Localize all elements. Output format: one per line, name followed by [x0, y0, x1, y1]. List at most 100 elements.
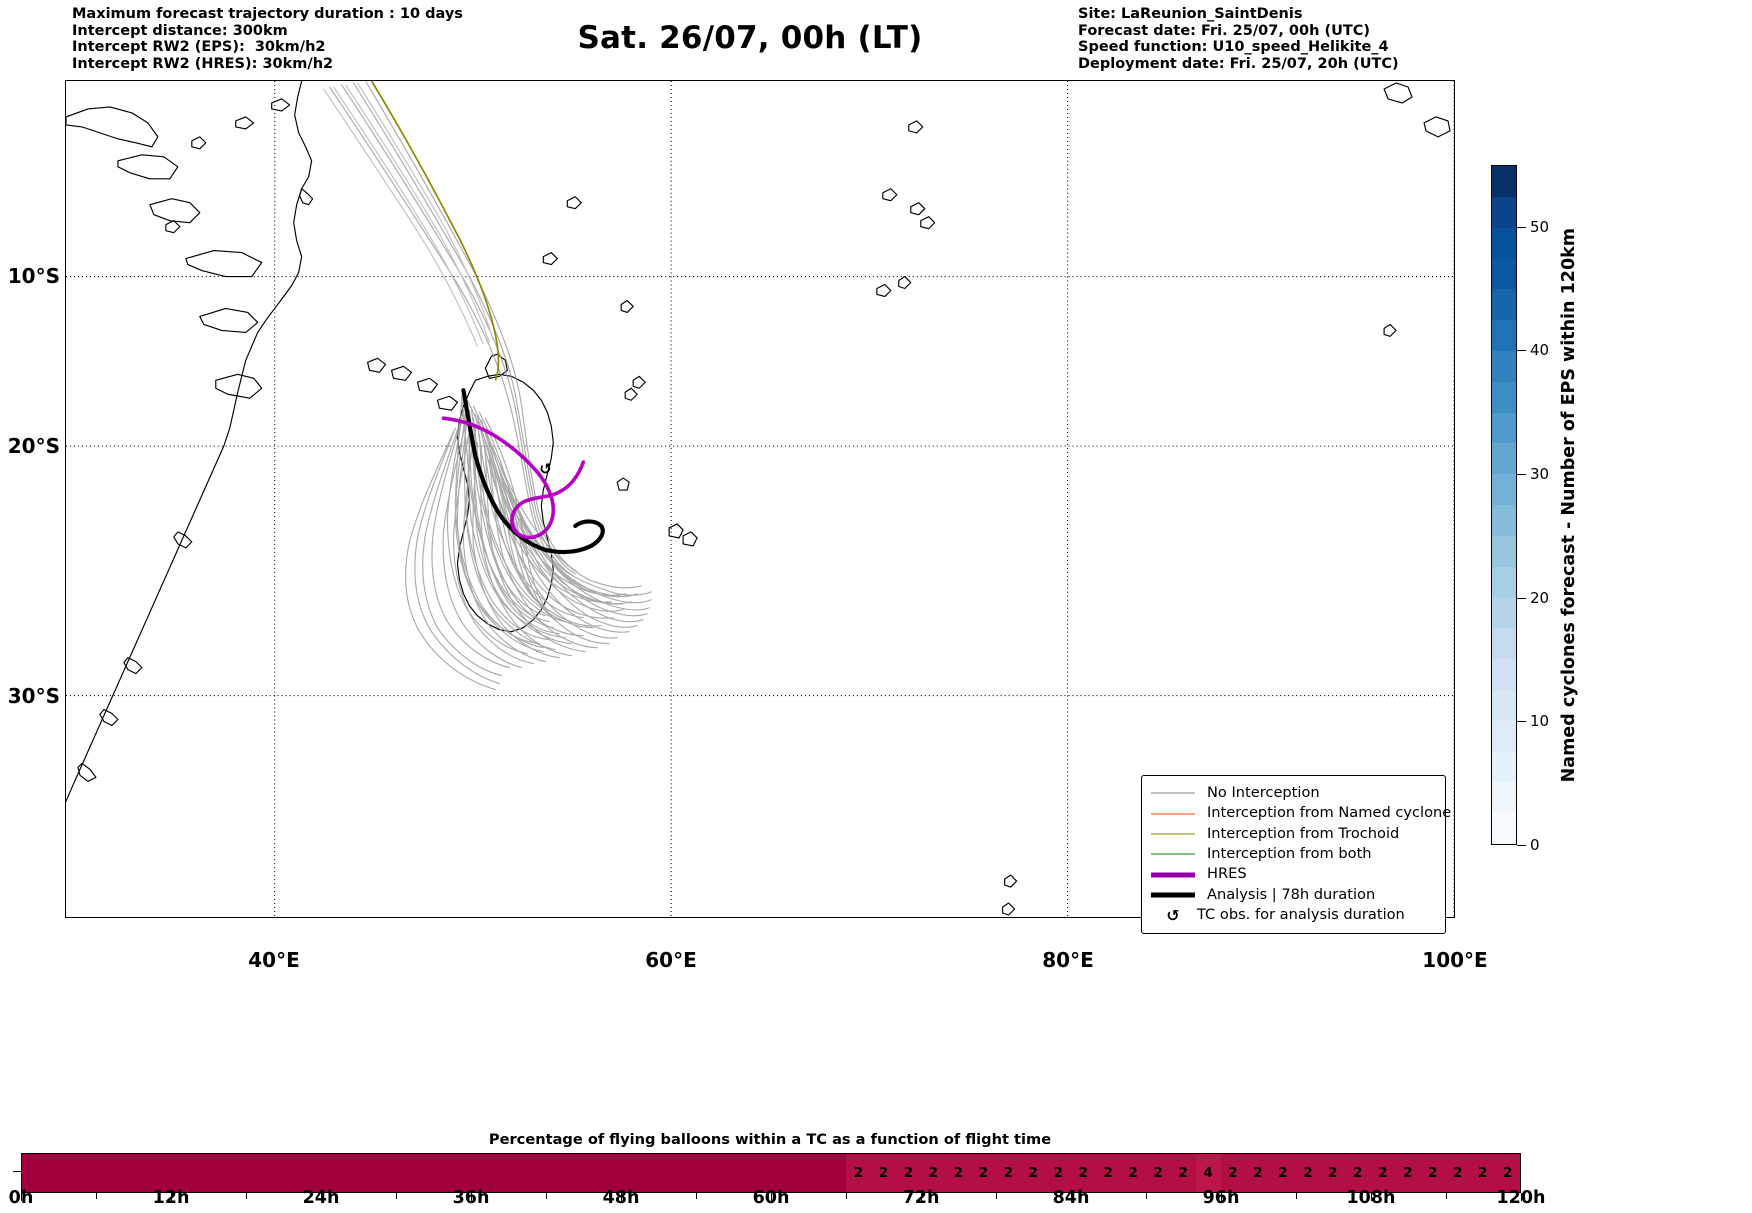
percentage-cell-70h[interactable]: 2 — [895, 1154, 921, 1192]
percentage-cell-108h[interactable]: 2 — [1370, 1154, 1396, 1192]
legend-swatch-named-cyclone — [1149, 807, 1197, 821]
legend-label-named-cyclone: Interception from Named cyclone — [1207, 804, 1452, 822]
percentage-cell-6h[interactable] — [96, 1154, 122, 1192]
percentage-minor-tick-54h — [696, 1193, 697, 1199]
legend-item-tc-obs[interactable]: ↺ TC obs. for analysis duration — [1149, 905, 1436, 925]
percentage-cell-94h[interactable]: 4 — [1195, 1154, 1221, 1192]
percentage-cell-46h[interactable] — [596, 1154, 622, 1192]
percentage-cell-76h[interactable]: 2 — [970, 1154, 996, 1192]
legend-item-analysis[interactable]: Analysis | 78h duration — [1149, 885, 1436, 905]
percentage-cell-60h[interactable] — [771, 1154, 797, 1192]
percentage-cell-68h[interactable]: 2 — [870, 1154, 896, 1192]
percentage-cell-58h[interactable] — [746, 1154, 772, 1192]
percentage-cell-34h[interactable] — [446, 1154, 472, 1192]
percentage-cell-24h[interactable] — [321, 1154, 347, 1192]
percentage-cell-16h[interactable] — [221, 1154, 247, 1192]
percentage-cell-78h[interactable]: 2 — [995, 1154, 1021, 1192]
percentage-cell-2h[interactable] — [46, 1154, 72, 1192]
percentage-cell-116h[interactable]: 2 — [1470, 1154, 1496, 1192]
legend-item-both[interactable]: Interception from both — [1149, 844, 1436, 864]
percentage-cell-96h[interactable]: 2 — [1220, 1154, 1246, 1192]
percentage-cell-20h[interactable] — [271, 1154, 297, 1192]
colorbar-band-0 — [1492, 813, 1516, 844]
percentage-cell-30h[interactable] — [396, 1154, 422, 1192]
percentage-cell-118h[interactable]: 2 — [1495, 1154, 1520, 1192]
map-legend[interactable]: No Interception Interception from Named … — [1141, 775, 1451, 934]
percentage-cell-62h[interactable] — [796, 1154, 821, 1192]
legend-swatch-analysis — [1149, 888, 1197, 902]
percentage-tick-0h — [21, 1193, 22, 1201]
percentage-cell-72h[interactable]: 2 — [920, 1154, 946, 1192]
percentage-cell-28h[interactable] — [371, 1154, 397, 1192]
percentage-cell-110h[interactable]: 2 — [1395, 1154, 1421, 1192]
percentage-cell-44h[interactable] — [571, 1154, 597, 1192]
percentage-cell-106h[interactable]: 2 — [1345, 1154, 1371, 1192]
percentage-cell-98h[interactable]: 2 — [1245, 1154, 1271, 1192]
percentage-cell-92h[interactable]: 2 — [1170, 1154, 1196, 1192]
header-left-line-2: Intercept RW2 (EPS): 30km/h2 — [72, 39, 326, 56]
percentage-cell-4h[interactable] — [71, 1154, 97, 1192]
svg-text:↺: ↺ — [539, 460, 552, 478]
percentage-tick-48h — [621, 1193, 622, 1201]
percentage-cell-102h[interactable]: 2 — [1295, 1154, 1321, 1192]
percentage-cell-100h[interactable]: 2 — [1270, 1154, 1296, 1192]
percentage-cell-26h[interactable] — [346, 1154, 372, 1192]
percentage-cell-86h[interactable]: 2 — [1095, 1154, 1121, 1192]
percentage-tick-108h — [1371, 1193, 1372, 1201]
cyclone-icon: ↺ — [1166, 905, 1180, 925]
header-right-line-2: Speed function: U10_speed_Helikite_4 — [1078, 39, 1389, 56]
colorbar-band-17 — [1492, 289, 1516, 321]
percentage-cell-64h[interactable] — [821, 1154, 846, 1192]
percentage-cell-8h[interactable] — [121, 1154, 147, 1192]
legend-item-no-interception[interactable]: No Interception — [1149, 783, 1436, 803]
percentage-cell-80h[interactable]: 2 — [1020, 1154, 1046, 1192]
legend-item-trochoid[interactable]: Interception from Trochoid — [1149, 824, 1436, 844]
percentage-cell-74h[interactable]: 2 — [945, 1154, 971, 1192]
percentage-cell-40h[interactable] — [521, 1154, 547, 1192]
map-canvas: ↺ — [66, 81, 1454, 917]
percentage-cell-10h[interactable] — [146, 1154, 172, 1192]
colorbar-band-6 — [1492, 628, 1516, 660]
percentage-cell-104h[interactable]: 2 — [1320, 1154, 1346, 1192]
legend-swatch-trochoid — [1149, 827, 1197, 841]
percentage-cell-90h[interactable]: 2 — [1145, 1154, 1171, 1192]
percentage-minor-tick-6h — [96, 1193, 97, 1199]
percentage-tick-60h — [771, 1193, 772, 1201]
percentage-cell-82h[interactable]: 2 — [1045, 1154, 1071, 1192]
percentage-strip-title: Percentage of flying balloons within a T… — [488, 1131, 1052, 1148]
percentage-cell-42h[interactable] — [546, 1154, 572, 1192]
percentage-cell-112h[interactable]: 2 — [1420, 1154, 1446, 1192]
percentage-minor-tick-90h — [1146, 1193, 1147, 1199]
colorbar-band-12 — [1492, 443, 1516, 475]
percentage-cell-22h[interactable] — [296, 1154, 322, 1192]
percentage-cell-52h[interactable] — [671, 1154, 697, 1192]
legend-item-hres[interactable]: HRES — [1149, 865, 1436, 885]
percentage-tick-12h — [171, 1193, 172, 1201]
percentage-tick-84h — [1071, 1193, 1072, 1201]
map-xtick-40E: 40°E — [248, 948, 300, 972]
percentage-cell-18h[interactable] — [246, 1154, 272, 1192]
percentage-cell-88h[interactable]: 2 — [1120, 1154, 1146, 1192]
percentage-cell-54h[interactable] — [696, 1154, 722, 1192]
percentage-cell-66h[interactable]: 2 — [845, 1154, 871, 1192]
percentage-cell-50h[interactable] — [646, 1154, 672, 1192]
percentage-cell-38h[interactable] — [496, 1154, 522, 1192]
percentage-cell-14h[interactable] — [196, 1154, 222, 1192]
percentage-cell-84h[interactable]: 2 — [1070, 1154, 1096, 1192]
percentage-cell-32h[interactable] — [421, 1154, 447, 1192]
percentage-cell-0h[interactable] — [22, 1154, 47, 1192]
colorbar-tick-label-10: 10 — [1530, 712, 1550, 731]
percentage-cell-12h[interactable] — [171, 1154, 197, 1192]
percentage-cell-114h[interactable]: 2 — [1445, 1154, 1471, 1192]
percentage-cell-36h[interactable] — [471, 1154, 497, 1192]
percentage-cell-48h[interactable] — [621, 1154, 647, 1192]
map-ytick-20S: 20°S — [7, 434, 60, 458]
legend-label-hres: HRES — [1207, 865, 1247, 883]
legend-item-named-cyclone[interactable]: Interception from Named cyclone — [1149, 803, 1451, 823]
percentage-cell-56h[interactable] — [721, 1154, 747, 1192]
colorbar-band-3 — [1492, 720, 1516, 752]
colorbar[interactable] — [1491, 165, 1517, 845]
percentage-tick-label-24h: 24h — [302, 1188, 340, 1208]
percentage-tick-96h — [1221, 1193, 1222, 1201]
